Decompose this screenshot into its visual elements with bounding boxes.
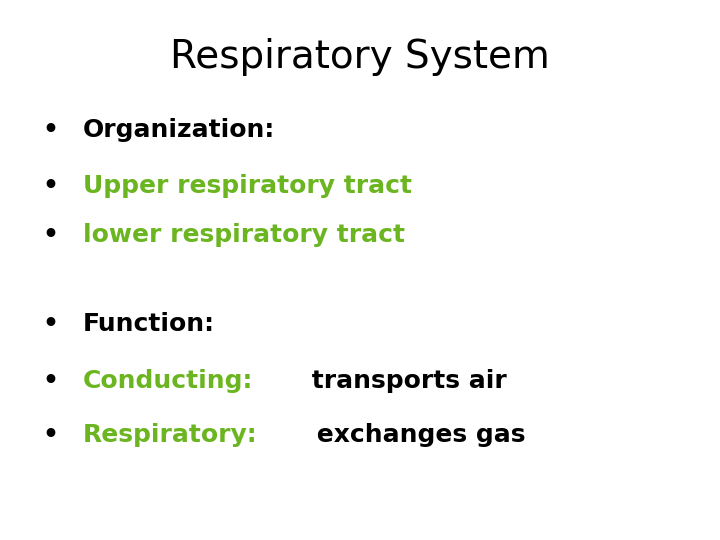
Text: Respiratory:: Respiratory: <box>83 423 258 447</box>
Text: Upper respiratory tract: Upper respiratory tract <box>83 174 412 198</box>
Text: Function:: Function: <box>83 312 215 336</box>
Text: •: • <box>42 369 58 393</box>
Text: Organization:: Organization: <box>83 118 275 141</box>
Text: •: • <box>42 174 58 198</box>
Text: lower respiratory tract: lower respiratory tract <box>83 223 405 247</box>
Text: •: • <box>42 223 58 247</box>
Text: transports air: transports air <box>302 369 506 393</box>
Text: •: • <box>42 312 58 336</box>
Text: Conducting:: Conducting: <box>83 369 253 393</box>
Text: •: • <box>42 423 58 447</box>
Text: Respiratory System: Respiratory System <box>170 38 550 76</box>
Text: exchanges gas: exchanges gas <box>308 423 526 447</box>
Text: •: • <box>42 118 58 141</box>
